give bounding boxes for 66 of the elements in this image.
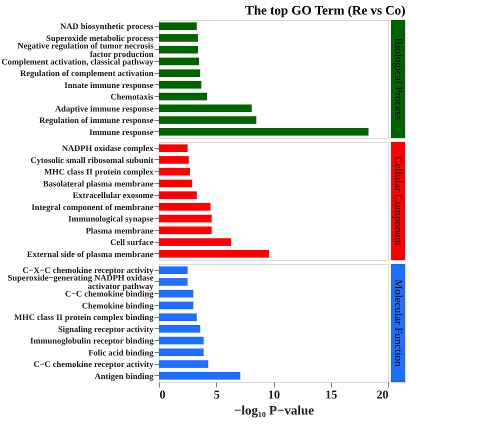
y-tick-label: Superoxide metabolic process xyxy=(46,32,154,43)
y-tick-label: Integral component of membrane xyxy=(31,202,154,212)
y-tick-label: Innate immune response xyxy=(64,80,154,90)
x-axis-title: −log₁₀ P−value xyxy=(234,402,314,418)
bar xyxy=(159,104,252,112)
y-tick-label: Immunological synapse xyxy=(68,214,154,224)
bar xyxy=(159,278,188,286)
bar xyxy=(159,191,197,199)
bar xyxy=(159,348,204,356)
y-tick-label: C−C chemokine receptor activity xyxy=(34,359,154,370)
bar xyxy=(159,22,197,30)
y-tick-label: Immune response xyxy=(89,126,154,137)
bar xyxy=(159,144,188,152)
bar xyxy=(159,360,208,368)
bar xyxy=(159,156,189,164)
bar xyxy=(159,58,200,66)
y-tick-label: Chemotaxis xyxy=(110,92,154,102)
bar xyxy=(159,313,197,321)
bar xyxy=(159,92,208,100)
y-tick-label: NADPH oxidase complex xyxy=(62,143,154,154)
bar xyxy=(159,302,194,310)
bar xyxy=(159,34,198,42)
bar xyxy=(159,180,192,188)
y-tick-label: Cell surface xyxy=(110,237,154,248)
y-tick-label: NAD biosynthetic process xyxy=(60,21,154,32)
y-tick-label: Adaptive immune response xyxy=(54,103,154,114)
bar xyxy=(159,336,204,344)
x-tick-label: 0 xyxy=(160,388,166,402)
bar xyxy=(159,214,212,222)
chart-title: The top GO Term (Re vs Co) xyxy=(245,2,406,18)
bar xyxy=(159,238,232,246)
bar xyxy=(159,372,240,380)
y-tick-label: Plasma membrane xyxy=(86,225,154,236)
y-tick-label: Folic acid binding xyxy=(88,347,154,358)
x-tick-label: 10 xyxy=(268,388,280,402)
bar xyxy=(159,81,202,89)
y-tick-label: C−X−C chemokine receptor activity xyxy=(22,265,154,276)
y-tick-label: MHC class II protein complex binding xyxy=(14,312,154,322)
y-tick-label: Chemokine binding xyxy=(82,300,154,310)
y-tick-label: Signaling receptor activity xyxy=(58,324,154,334)
y2-axis-title: Biological Process xyxy=(392,38,404,120)
y-tick-label: Antigen binding xyxy=(94,370,154,381)
bar xyxy=(159,290,194,298)
bar xyxy=(159,266,188,274)
y-tick-label: Cytosolic small ribosomal subunit xyxy=(30,154,154,165)
bar xyxy=(159,325,200,333)
x-tick-label: 20 xyxy=(376,388,388,402)
bar xyxy=(159,226,212,234)
y2-axis-title: Molecular Function xyxy=(392,279,404,368)
y2-axis-title: Cellular Component xyxy=(392,156,404,246)
y-tick-label: Basolateral plasma membrane xyxy=(43,178,154,188)
bar xyxy=(159,168,190,176)
y-tick-label: Regulation of immune response xyxy=(39,115,154,126)
y-tick-label: Immunoglobulin receptor binding xyxy=(30,336,154,346)
bar xyxy=(159,69,200,77)
x-tick-label: 15 xyxy=(325,388,338,402)
bar xyxy=(159,46,198,54)
y-tick-label: Regulation of complement activation xyxy=(20,68,154,78)
y-tick-label: External side of plasma membrane xyxy=(26,248,154,259)
bar xyxy=(159,128,369,136)
bar xyxy=(159,116,256,124)
y-tick-label: MHC class II protein complex xyxy=(44,166,154,177)
x-tick-label: 5 xyxy=(214,388,220,402)
bar xyxy=(159,250,269,258)
y-tick-label: Extracellular exosome xyxy=(72,190,154,200)
bar xyxy=(159,203,211,211)
